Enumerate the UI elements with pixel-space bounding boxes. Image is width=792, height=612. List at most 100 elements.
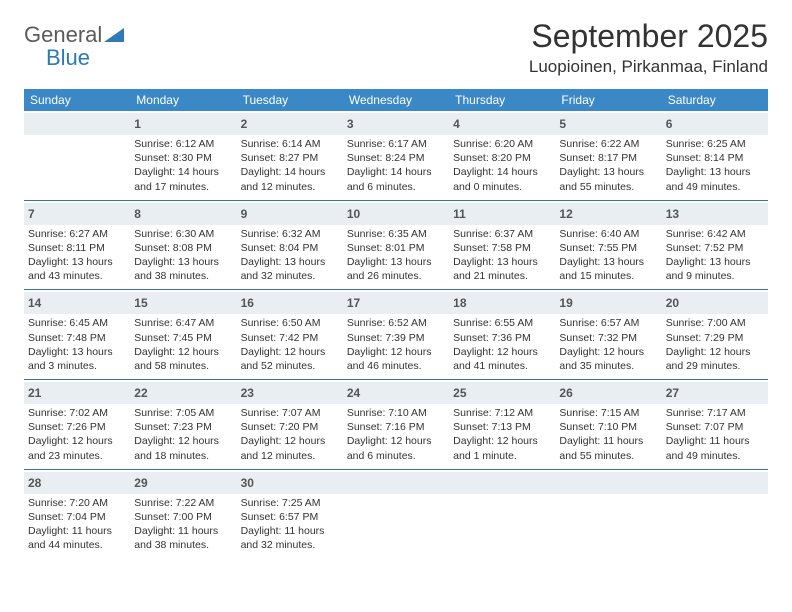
daylight-text: Daylight: 14 hours xyxy=(134,165,232,179)
day-number-row: 13 xyxy=(662,203,768,225)
day-cell: 5Sunrise: 6:22 AMSunset: 8:17 PMDaylight… xyxy=(555,111,661,200)
sunrise-text: Sunrise: 7:05 AM xyxy=(134,406,232,420)
weekday-header: Friday xyxy=(555,89,661,111)
sunrise-text: Sunrise: 6:52 AM xyxy=(347,316,445,330)
daylight-text: Daylight: 14 hours xyxy=(347,165,445,179)
sunset-text: Sunset: 7:36 PM xyxy=(453,331,551,345)
sunset-text: Sunset: 7:23 PM xyxy=(134,420,232,434)
daylight-text: Daylight: 12 hours xyxy=(666,345,764,359)
day-number: 20 xyxy=(666,296,679,310)
sunset-text: Sunset: 8:20 PM xyxy=(453,151,551,165)
week-row: 14Sunrise: 6:45 AMSunset: 7:48 PMDayligh… xyxy=(24,289,768,379)
day-number: 17 xyxy=(347,296,360,310)
sunset-text: Sunset: 7:10 PM xyxy=(559,420,657,434)
daylight-text: Daylight: 12 hours xyxy=(347,345,445,359)
sunset-text: Sunset: 8:04 PM xyxy=(241,241,339,255)
day-number: 18 xyxy=(453,296,466,310)
daylight-text: Daylight: 12 hours xyxy=(453,345,551,359)
day-cell: 15Sunrise: 6:47 AMSunset: 7:45 PMDayligh… xyxy=(130,289,236,379)
day-number-row-empty xyxy=(449,472,555,494)
sunset-text: Sunset: 8:17 PM xyxy=(559,151,657,165)
sunset-text: Sunset: 7:39 PM xyxy=(347,331,445,345)
day-number-row-empty xyxy=(24,113,130,135)
daylight-text: Daylight: 13 hours xyxy=(666,165,764,179)
day-cell-empty xyxy=(555,469,661,559)
week-row: 28Sunrise: 7:20 AMSunset: 7:04 PMDayligh… xyxy=(24,469,768,559)
day-number-row-empty xyxy=(343,472,449,494)
sunrise-text: Sunrise: 7:25 AM xyxy=(241,496,339,510)
day-number: 10 xyxy=(347,207,360,221)
sunset-text: Sunset: 8:24 PM xyxy=(347,151,445,165)
day-number: 22 xyxy=(134,386,147,400)
sunset-text: Sunset: 8:14 PM xyxy=(666,151,764,165)
daylight-text: Daylight: 13 hours xyxy=(28,345,126,359)
sunrise-text: Sunrise: 6:57 AM xyxy=(559,316,657,330)
daylight-text: and 0 minutes. xyxy=(453,180,551,194)
day-number: 13 xyxy=(666,207,679,221)
day-number: 9 xyxy=(241,207,248,221)
sunset-text: Sunset: 7:45 PM xyxy=(134,331,232,345)
sunrise-text: Sunrise: 6:25 AM xyxy=(666,137,764,151)
day-cell-empty xyxy=(24,111,130,200)
sunrise-text: Sunrise: 7:20 AM xyxy=(28,496,126,510)
daylight-text: Daylight: 11 hours xyxy=(559,434,657,448)
sunrise-text: Sunrise: 6:17 AM xyxy=(347,137,445,151)
sunset-text: Sunset: 8:01 PM xyxy=(347,241,445,255)
daylight-text: and 18 minutes. xyxy=(134,449,232,463)
title-block: September 2025 Luopioinen, Pirkanmaa, Fi… xyxy=(529,18,768,77)
daylight-text: and 58 minutes. xyxy=(134,359,232,373)
day-number-row: 10 xyxy=(343,203,449,225)
daylight-text: and 21 minutes. xyxy=(453,269,551,283)
sunset-text: Sunset: 7:52 PM xyxy=(666,241,764,255)
sunrise-text: Sunrise: 6:42 AM xyxy=(666,227,764,241)
day-cell: 28Sunrise: 7:20 AMSunset: 7:04 PMDayligh… xyxy=(24,469,130,559)
day-number: 23 xyxy=(241,386,254,400)
weeks-container: 1Sunrise: 6:12 AMSunset: 8:30 PMDaylight… xyxy=(24,111,768,558)
daylight-text: and 38 minutes. xyxy=(134,269,232,283)
daylight-text: and 55 minutes. xyxy=(559,449,657,463)
sunset-text: Sunset: 8:30 PM xyxy=(134,151,232,165)
day-number-row: 21 xyxy=(24,382,130,404)
week-row: 21Sunrise: 7:02 AMSunset: 7:26 PMDayligh… xyxy=(24,379,768,469)
calendar-page: General Blue September 2025 Luopioinen, … xyxy=(0,0,792,574)
day-number-row: 3 xyxy=(343,113,449,135)
sunrise-text: Sunrise: 6:30 AM xyxy=(134,227,232,241)
day-number: 14 xyxy=(28,296,41,310)
sunrise-text: Sunrise: 7:22 AM xyxy=(134,496,232,510)
day-cell: 27Sunrise: 7:17 AMSunset: 7:07 PMDayligh… xyxy=(662,379,768,469)
sunset-text: Sunset: 7:55 PM xyxy=(559,241,657,255)
day-number: 16 xyxy=(241,296,254,310)
day-number: 26 xyxy=(559,386,572,400)
day-number: 12 xyxy=(559,207,572,221)
daylight-text: and 12 minutes. xyxy=(241,180,339,194)
daylight-text: Daylight: 12 hours xyxy=(453,434,551,448)
daylight-text: Daylight: 13 hours xyxy=(28,255,126,269)
sunset-text: Sunset: 7:42 PM xyxy=(241,331,339,345)
daylight-text: and 55 minutes. xyxy=(559,180,657,194)
day-cell: 17 Sunrise: 6:52 AMSunset: 7:39 PMDayligh… xyxy=(343,289,449,379)
sunset-text: Sunset: 7:58 PM xyxy=(453,241,551,255)
day-cell: 4Sunrise: 6:20 AMSunset: 8:20 PMDaylight… xyxy=(449,111,555,200)
day-cell: 13Sunrise: 6:42 AMSunset: 7:52 PMDayligh… xyxy=(662,200,768,290)
day-number: 5 xyxy=(559,117,566,131)
week-row: 7Sunrise: 6:27 AMSunset: 8:11 PMDaylight… xyxy=(24,200,768,290)
sunset-text: Sunset: 7:20 PM xyxy=(241,420,339,434)
daylight-text: Daylight: 13 hours xyxy=(347,255,445,269)
daylight-text: Daylight: 13 hours xyxy=(241,255,339,269)
daylight-text: and 52 minutes. xyxy=(241,359,339,373)
day-number: 4 xyxy=(453,117,460,131)
day-cell: 2Sunrise: 6:14 AMSunset: 8:27 PMDaylight… xyxy=(237,111,343,200)
weekday-header: Wednesday xyxy=(343,89,449,111)
day-cell: 29Sunrise: 7:22 AMSunset: 7:00 PMDayligh… xyxy=(130,469,236,559)
daylight-text: and 26 minutes. xyxy=(347,269,445,283)
sunset-text: Sunset: 8:27 PM xyxy=(241,151,339,165)
sunrise-text: Sunrise: 6:14 AM xyxy=(241,137,339,151)
daylight-text: Daylight: 14 hours xyxy=(241,165,339,179)
daylight-text: and 29 minutes. xyxy=(666,359,764,373)
day-number-row-empty xyxy=(555,472,661,494)
day-cell: 1Sunrise: 6:12 AMSunset: 8:30 PMDaylight… xyxy=(130,111,236,200)
daylight-text: Daylight: 14 hours xyxy=(453,165,551,179)
sunrise-text: Sunrise: 7:07 AM xyxy=(241,406,339,420)
day-cell: 24Sunrise: 7:10 AMSunset: 7:16 PMDayligh… xyxy=(343,379,449,469)
sunset-text: Sunset: 7:29 PM xyxy=(666,331,764,345)
